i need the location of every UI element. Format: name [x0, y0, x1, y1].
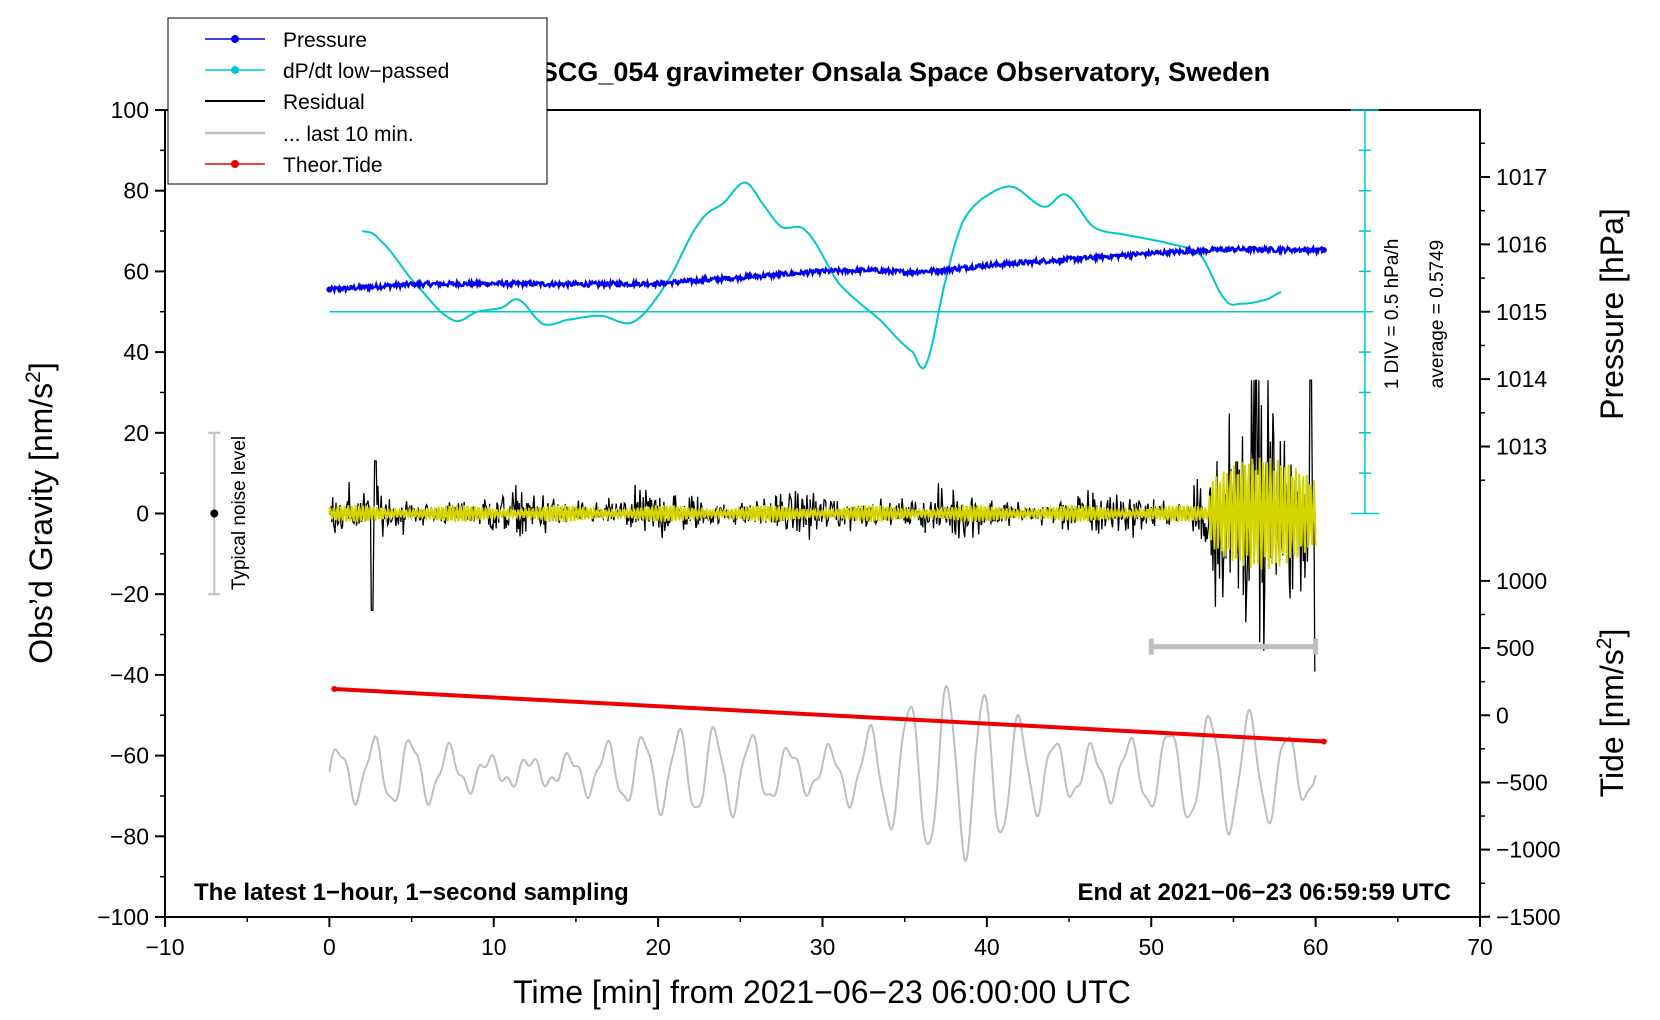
y-tick-label: 0 [136, 501, 149, 527]
legend-item-last10: ... last 10 min. [205, 123, 414, 146]
series-theor-tide [334, 687, 1324, 744]
legend-label-pressure: Pressure [283, 29, 367, 52]
dpdt-div-label: 1 DIV = 0.5 hPa/h [1382, 239, 1403, 390]
series-pressure [328, 243, 1325, 296]
pressure-tick-label: 1015 [1496, 299, 1547, 325]
legend-item-pressure: Pressure [205, 29, 367, 52]
x-tick-label: 30 [810, 934, 836, 960]
y-axis-title-left: Obs’d Gravity [nm/s2] [22, 362, 59, 664]
pressure-point [1320, 247, 1327, 254]
annotation-bottom-left: The latest 1−hour, 1−second sampling [194, 879, 629, 906]
annotation-bottom-right: End at 2021−06−23 06:59:59 UTC [1077, 879, 1451, 906]
x-tick-label: 10 [481, 934, 507, 960]
y-tick-label: −80 [110, 823, 149, 849]
legend: Pressure dP/dt low−passed Residual ... l… [167, 17, 548, 185]
series-last-10-min [328, 684, 1317, 863]
dpdt-average-label: average = 0.5749 [1427, 240, 1448, 388]
legend-marker-pressure [231, 35, 239, 43]
series-residual-overlay [328, 457, 1317, 570]
tide-tick-label: −1000 [1496, 837, 1561, 863]
x-tick-label: 0 [323, 934, 336, 960]
x-tick-label: 20 [645, 934, 671, 960]
y-tick-label: −40 [110, 662, 149, 688]
axes-layer: −10 0 10 20 30 40 50 60 70−100−80−60−40−20020406… [97, 97, 1560, 960]
pressure-tick-label: 1017 [1496, 164, 1547, 190]
x-tick-label: 40 [974, 934, 1000, 960]
tide-tick-label: 500 [1496, 635, 1534, 661]
pressure-tick-label: 1014 [1496, 366, 1547, 392]
y-axis-title-tide: Tide [nm/s2] [1593, 629, 1630, 798]
chart-title: SCG_054 gravimeter Onsala Space Observat… [540, 57, 1270, 87]
pressure-point [326, 286, 333, 293]
y-tick-label: 60 [123, 258, 149, 284]
legend-marker-tide [231, 160, 239, 168]
legend-label-tide: Theor.Tide [283, 154, 383, 177]
y-tick-label: 80 [123, 178, 149, 204]
legend-label-dpdt: dP/dt low−passed [283, 60, 449, 83]
tide-tick-label: 1000 [1496, 568, 1547, 594]
x-axis-title: Time [min] from 2021−06−23 06:00:00 UTC [513, 974, 1131, 1010]
tide-tick-label: 0 [1496, 702, 1509, 728]
legend-marker-dpdt [231, 66, 239, 74]
legend-item-residual: Residual [205, 91, 365, 114]
y-tick-label: −100 [97, 904, 149, 930]
legend-label-last10: ... last 10 min. [283, 123, 414, 146]
tide-point [331, 686, 338, 693]
series-layer [208, 109, 1379, 863]
x-tick-label: 60 [1303, 934, 1329, 960]
noise-level-label: Typical noise level [229, 436, 250, 590]
tide-point [1320, 738, 1327, 745]
series-dpdt [362, 181, 1282, 370]
y-tick-label: 40 [123, 339, 149, 365]
y-tick-label: 100 [111, 97, 149, 123]
pressure-tick-label: 1016 [1496, 231, 1547, 257]
legend-label-residual: Residual [283, 91, 365, 114]
noise-bar-center [210, 509, 219, 518]
legend-item-dpdt: dP/dt low−passed [205, 60, 449, 83]
y-tick-label: −60 [110, 743, 149, 769]
x-tick-label: 50 [1138, 934, 1164, 960]
legend-item-tide: Theor.Tide [205, 154, 383, 177]
tide-tick-label: −1500 [1496, 904, 1561, 930]
y-tick-label: −20 [110, 581, 149, 607]
tide-tick-label: −500 [1496, 769, 1548, 795]
y-tick-label: 20 [123, 420, 149, 446]
x-tick-label: −10 [145, 934, 184, 960]
pressure-tick-label: 1013 [1496, 434, 1547, 460]
x-tick-label: 70 [1467, 934, 1493, 960]
y-axis-title-pressure: Pressure [hPa] [1594, 208, 1630, 420]
